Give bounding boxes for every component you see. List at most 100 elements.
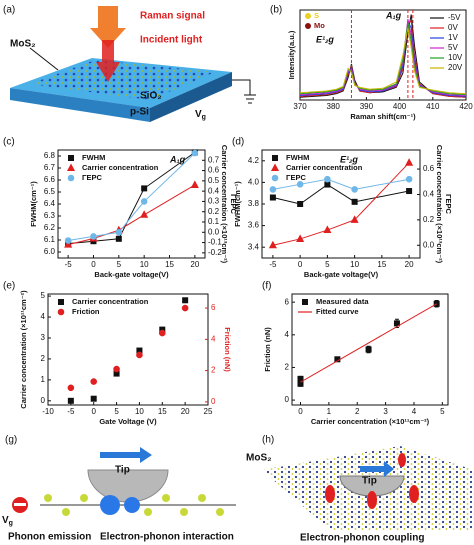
right-label: Electron-phonon interaction [100, 532, 234, 543]
marker [182, 297, 189, 304]
panel-g: (g) Tip Vg Phonon emission Electron-phon… [0, 432, 236, 545]
chart: (d) -5 0 5 10 15 20 3.4 3.6 3.8 4.0 4.2 0.0 0.2 0.4 0.6… [232, 137, 453, 279]
x-tick-label: 380 [327, 102, 341, 111]
y2-axis-label: Carrier concentration (×10¹³cm⁻²) [220, 145, 229, 264]
y-axis-label: Friction (nN) [263, 327, 272, 372]
layer-label: MoS₂ [246, 453, 272, 464]
x-tick-label: 5 [114, 407, 119, 416]
marker [136, 351, 143, 359]
marker [90, 378, 98, 385]
x-tick-label: -10 [42, 407, 54, 416]
panel-label: (e) [3, 281, 15, 292]
chart: (c) -5 0 5 10 15 20 6.0 6.1 6.2 6.3 6.4 6.5 6.6 6.7 6.8… [3, 137, 238, 279]
x-tick-label: 10 [350, 260, 359, 269]
charges [325, 453, 419, 509]
pointer [29, 47, 59, 71]
series-line [299, 27, 467, 95]
y-tick-label: 4.0 [248, 178, 260, 187]
incident-arrow [96, 40, 120, 82]
y2-tick-label: 0 [211, 397, 216, 406]
x-tick-label: 20 [190, 260, 199, 269]
y-tick-label: 0 [41, 396, 46, 405]
legend-label: FWHM [82, 153, 105, 162]
marker [115, 228, 123, 236]
marker [297, 201, 304, 207]
gate-v: V [195, 109, 202, 120]
legend-label: Measured data [316, 297, 369, 306]
x-tick-label: -5 [67, 407, 75, 416]
mos2-layer [30, 60, 215, 100]
x-tick-label: 5 [117, 260, 122, 269]
panel-label: (c) [3, 137, 15, 148]
y-tick-label: 2 [285, 363, 290, 372]
y2-axis-label: Friction (nN) [223, 327, 232, 372]
marker [68, 155, 74, 161]
panel-label: (f) [262, 281, 271, 292]
marker [296, 234, 305, 242]
marker [115, 235, 122, 242]
slab-side [150, 72, 232, 122]
oxide-label: SiO₂ [140, 91, 162, 102]
marker [272, 155, 278, 161]
y2-axis-label: ΓEPC [444, 194, 453, 215]
marker [350, 215, 359, 223]
species-label: S [314, 11, 319, 20]
raman-arrow [90, 6, 126, 48]
y2-tick-label: -0.1 [208, 238, 222, 247]
legend-label: 0V [448, 23, 458, 32]
marker [405, 175, 413, 183]
y-axis-label: Intensity(a.u.) [287, 30, 296, 79]
panel-label: (h) [262, 435, 274, 446]
y2-tick-label: 0.7 [208, 155, 220, 164]
x-tick-label: 400 [393, 102, 407, 111]
marker [140, 198, 148, 205]
marker [365, 346, 372, 353]
y-tick-label: 1 [41, 375, 46, 384]
x-tick-label: 15 [165, 260, 174, 269]
marker [323, 225, 332, 234]
y2-tick-label: -0.2 [208, 248, 222, 257]
y-tick-label: 6.2 [44, 223, 56, 232]
marker [58, 299, 64, 305]
marker [141, 185, 148, 192]
y-tick-label: 0 [285, 395, 290, 404]
marker [67, 174, 75, 182]
atoms [44, 494, 224, 516]
x-tick-label: 15 [377, 260, 386, 269]
y2-tick-label: 0.5 [208, 176, 220, 185]
y-axis-label: FWHM(cm⁻¹) [29, 181, 38, 227]
marker [113, 365, 120, 373]
marker [140, 210, 149, 218]
series-line [272, 183, 410, 205]
legend-label: ΓEPC [286, 173, 307, 182]
y-tick-label: 4 [41, 312, 46, 321]
y2-tick-label: 0.4 [208, 186, 220, 195]
legend-label: 1V [448, 33, 458, 42]
x-tick-label: 1 [327, 407, 332, 416]
y-axis-label: FWHM(cm⁻¹) [233, 181, 242, 227]
marker [269, 194, 276, 201]
y-tick-label: 3.8 [248, 199, 260, 208]
gate-v: V [2, 515, 9, 526]
y-tick-label: 6.0 [44, 247, 56, 256]
x-tick-label: 2 [355, 407, 360, 416]
legend-label: 20V [448, 63, 463, 72]
marker [64, 237, 72, 244]
x-tick-label: 0 [91, 260, 96, 269]
annotation: E¹₂g [340, 154, 358, 164]
marker [351, 186, 358, 193]
marker [269, 186, 277, 193]
chart: (f) 0 1 2 3 4 5 0 2 4 6 Carrier concentration (×10¹… [262, 281, 449, 426]
y-tick-label: 6.5 [44, 187, 56, 196]
series-line [299, 14, 467, 98]
legend-label: Fitted curve [316, 307, 359, 316]
marker [351, 198, 358, 205]
tip-arrow [100, 447, 152, 463]
y2-tick-label: 0.3 [208, 197, 220, 206]
marker [90, 233, 97, 240]
plot-frame [291, 293, 449, 406]
gate-sub: g [202, 114, 206, 121]
y-tick-label: 4 [285, 330, 290, 339]
panel-label: (b) [270, 5, 282, 16]
